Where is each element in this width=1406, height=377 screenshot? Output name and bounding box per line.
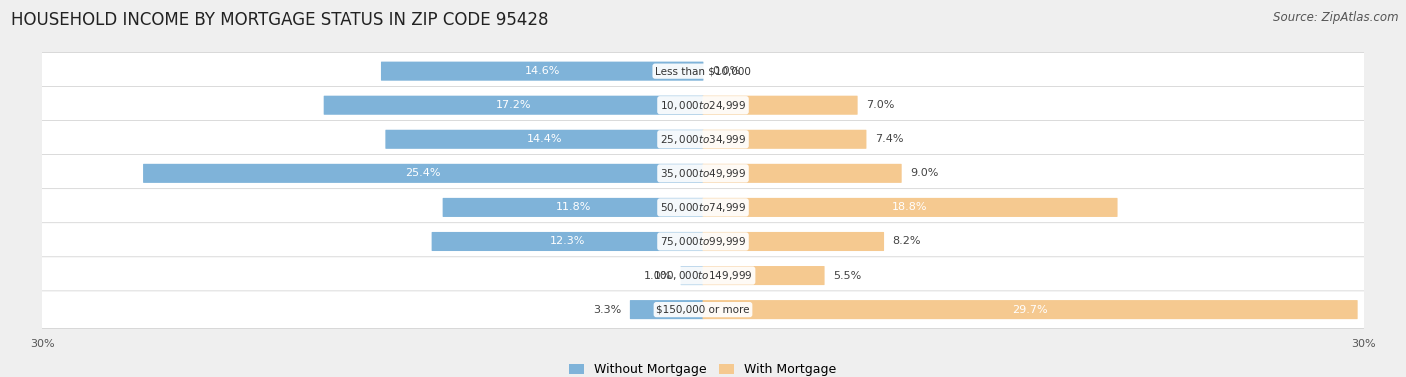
FancyBboxPatch shape	[41, 223, 1365, 260]
Text: $25,000 to $34,999: $25,000 to $34,999	[659, 133, 747, 146]
Text: $35,000 to $49,999: $35,000 to $49,999	[659, 167, 747, 180]
Text: 7.4%: 7.4%	[875, 134, 903, 144]
Text: 0.0%: 0.0%	[711, 66, 740, 76]
Text: 17.2%: 17.2%	[496, 100, 531, 110]
Text: $75,000 to $99,999: $75,000 to $99,999	[659, 235, 747, 248]
Text: HOUSEHOLD INCOME BY MORTGAGE STATUS IN ZIP CODE 95428: HOUSEHOLD INCOME BY MORTGAGE STATUS IN Z…	[11, 11, 548, 29]
Text: 18.8%: 18.8%	[893, 202, 928, 212]
FancyBboxPatch shape	[703, 232, 884, 251]
FancyBboxPatch shape	[41, 86, 1365, 124]
FancyBboxPatch shape	[381, 61, 703, 81]
Text: 12.3%: 12.3%	[550, 236, 585, 247]
Text: 3.3%: 3.3%	[593, 305, 621, 315]
FancyBboxPatch shape	[41, 121, 1365, 158]
FancyBboxPatch shape	[41, 52, 1365, 90]
FancyBboxPatch shape	[385, 130, 703, 149]
FancyBboxPatch shape	[41, 155, 1365, 192]
FancyBboxPatch shape	[630, 300, 703, 319]
FancyBboxPatch shape	[681, 266, 703, 285]
Text: $100,000 to $149,999: $100,000 to $149,999	[654, 269, 752, 282]
FancyBboxPatch shape	[41, 291, 1365, 328]
Text: $50,000 to $74,999: $50,000 to $74,999	[659, 201, 747, 214]
FancyBboxPatch shape	[143, 164, 703, 183]
Text: 14.4%: 14.4%	[527, 134, 562, 144]
Text: 11.8%: 11.8%	[555, 202, 591, 212]
Text: Less than $10,000: Less than $10,000	[655, 66, 751, 76]
Text: $10,000 to $24,999: $10,000 to $24,999	[659, 99, 747, 112]
Text: 29.7%: 29.7%	[1012, 305, 1047, 315]
Text: $150,000 or more: $150,000 or more	[657, 305, 749, 315]
Text: Source: ZipAtlas.com: Source: ZipAtlas.com	[1274, 11, 1399, 24]
FancyBboxPatch shape	[703, 96, 858, 115]
Text: 14.6%: 14.6%	[524, 66, 560, 76]
FancyBboxPatch shape	[703, 198, 1118, 217]
Text: 1.0%: 1.0%	[644, 271, 672, 280]
FancyBboxPatch shape	[703, 164, 901, 183]
FancyBboxPatch shape	[41, 188, 1365, 226]
FancyBboxPatch shape	[703, 266, 824, 285]
FancyBboxPatch shape	[443, 198, 703, 217]
FancyBboxPatch shape	[703, 300, 1358, 319]
Text: 9.0%: 9.0%	[910, 169, 938, 178]
Text: 7.0%: 7.0%	[866, 100, 894, 110]
FancyBboxPatch shape	[432, 232, 703, 251]
Text: 5.5%: 5.5%	[832, 271, 862, 280]
Text: 8.2%: 8.2%	[893, 236, 921, 247]
Text: 25.4%: 25.4%	[405, 169, 441, 178]
FancyBboxPatch shape	[323, 96, 703, 115]
FancyBboxPatch shape	[41, 257, 1365, 294]
Legend: Without Mortgage, With Mortgage: Without Mortgage, With Mortgage	[569, 363, 837, 376]
FancyBboxPatch shape	[703, 130, 866, 149]
